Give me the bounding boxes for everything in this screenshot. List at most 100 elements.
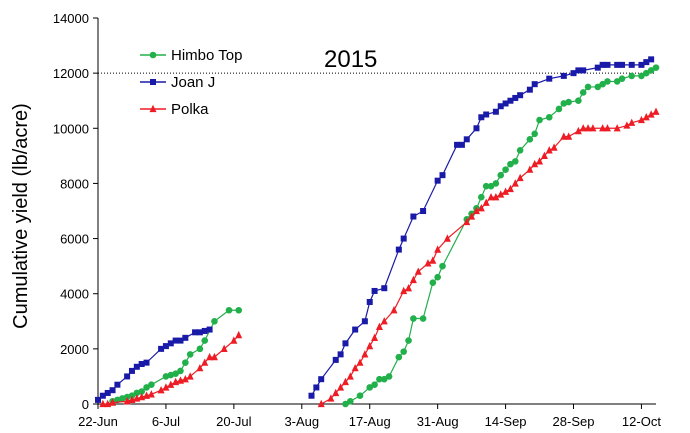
y-tick-label: 4000 xyxy=(60,287,89,302)
y-tick-label: 2000 xyxy=(60,342,89,357)
data-point-polka xyxy=(550,143,558,151)
data-point-polka xyxy=(482,198,490,206)
data-point-polka xyxy=(220,344,228,353)
data-point-himbo-top xyxy=(502,166,509,173)
data-point-joan-j xyxy=(342,340,349,347)
chart-annotation: 2015 xyxy=(324,46,377,73)
data-point-joan-j xyxy=(570,70,577,77)
data-point-joan-j xyxy=(192,329,199,336)
data-point-himbo-top xyxy=(497,171,505,179)
data-point-himbo-top xyxy=(599,80,606,88)
data-point-polka xyxy=(599,124,607,132)
x-tick-label: 6-Jul xyxy=(152,414,180,429)
data-point-himbo-top xyxy=(429,279,437,286)
data-point-joan-j xyxy=(128,367,135,374)
data-point-himbo-top xyxy=(526,136,534,143)
data-point-joan-j xyxy=(580,67,587,74)
data-point-joan-j xyxy=(400,235,407,242)
data-point-polka xyxy=(589,124,597,132)
data-point-polka xyxy=(405,284,413,292)
data-point-polka xyxy=(536,157,544,165)
data-point-polka xyxy=(371,333,379,341)
data-point-polka xyxy=(429,256,437,264)
data-point-himbo-top xyxy=(604,78,611,85)
data-point-joan-j xyxy=(138,361,145,368)
x-tick-label: 22-Jun xyxy=(78,414,118,429)
data-point-himbo-top xyxy=(579,89,587,96)
data-point-joan-j xyxy=(182,334,189,341)
data-point-himbo-top xyxy=(371,381,378,389)
data-point-polka xyxy=(235,330,243,339)
x-tick-label: 3-Aug xyxy=(284,414,319,429)
data-point-polka xyxy=(230,336,238,344)
data-point-himbo-top xyxy=(439,262,446,270)
data-point-himbo-top xyxy=(584,83,592,91)
data-point-himbo-top xyxy=(516,147,524,154)
data-point-joan-j xyxy=(614,61,621,68)
data-point-polka xyxy=(637,115,645,124)
data-point-polka xyxy=(341,377,349,386)
legend-item-joan-j: Joan J xyxy=(140,74,215,91)
data-point-joan-j xyxy=(439,172,446,179)
legend-item-himbo-top: Himbo Top xyxy=(140,47,242,64)
data-point-himbo-top xyxy=(410,315,417,322)
data-point-polka xyxy=(463,217,471,226)
data-point-joan-j xyxy=(463,136,470,143)
data-point-joan-j xyxy=(158,345,165,352)
data-point-himbo-top xyxy=(594,83,602,91)
data-point-polka xyxy=(167,380,175,388)
data-point-joan-j xyxy=(352,326,359,333)
data-point-polka xyxy=(497,190,505,198)
data-point-himbo-top xyxy=(196,345,204,353)
data-point-himbo-top xyxy=(138,388,145,395)
data-point-polka xyxy=(147,390,155,398)
data-point-polka xyxy=(623,121,631,129)
data-point-joan-j xyxy=(308,392,315,399)
data-point-himbo-top xyxy=(555,105,563,113)
data-point-joan-j xyxy=(420,208,427,214)
series-joan-j xyxy=(95,56,655,403)
legend-label-joan-j: Joan J xyxy=(171,74,215,91)
data-point-polka xyxy=(579,124,587,132)
data-point-joan-j xyxy=(458,141,465,148)
x-tick-label: 20-Jul xyxy=(216,414,252,429)
data-point-joan-j xyxy=(604,61,611,68)
data-point-joan-j xyxy=(361,318,368,325)
data-point-polka xyxy=(109,398,117,406)
data-point-polka xyxy=(186,372,194,380)
data-point-himbo-top xyxy=(492,180,500,187)
data-point-joan-j xyxy=(371,287,378,294)
data-point-joan-j xyxy=(648,56,655,63)
data-point-joan-j xyxy=(478,114,485,121)
data-point-himbo-top xyxy=(380,375,388,383)
data-point-himbo-top xyxy=(143,384,150,391)
data-point-polka xyxy=(346,372,354,380)
y-axis-title: Cumulative yield (lb/acre) xyxy=(10,103,32,329)
data-point-himbo-top xyxy=(618,75,626,82)
data-point-polka xyxy=(516,173,524,182)
data-point-polka xyxy=(468,212,476,220)
data-point-polka xyxy=(317,399,325,408)
data-point-polka xyxy=(502,187,510,195)
data-point-joan-j xyxy=(162,343,169,350)
data-point-himbo-top xyxy=(478,193,485,201)
data-point-joan-j xyxy=(483,111,490,118)
series-line-himbo-top xyxy=(345,67,657,405)
data-point-joan-j xyxy=(196,329,203,336)
data-point-himbo-top xyxy=(395,353,403,361)
data-point-polka xyxy=(506,184,514,193)
y-tick-label: 12000 xyxy=(53,66,89,81)
data-point-polka xyxy=(414,267,422,275)
data-point-joan-j xyxy=(497,103,504,110)
data-point-himbo-top xyxy=(511,158,519,165)
data-point-himbo-top xyxy=(356,392,364,400)
data-point-polka xyxy=(424,259,432,267)
data-point-polka xyxy=(196,363,204,372)
data-point-polka xyxy=(380,317,388,325)
x-tick-label: 12-Oct xyxy=(622,414,661,429)
data-point-joan-j xyxy=(594,64,601,71)
data-point-joan-j xyxy=(454,141,461,148)
data-point-joan-j xyxy=(332,356,339,363)
data-point-polka xyxy=(492,193,500,201)
data-point-joan-j xyxy=(313,384,320,391)
